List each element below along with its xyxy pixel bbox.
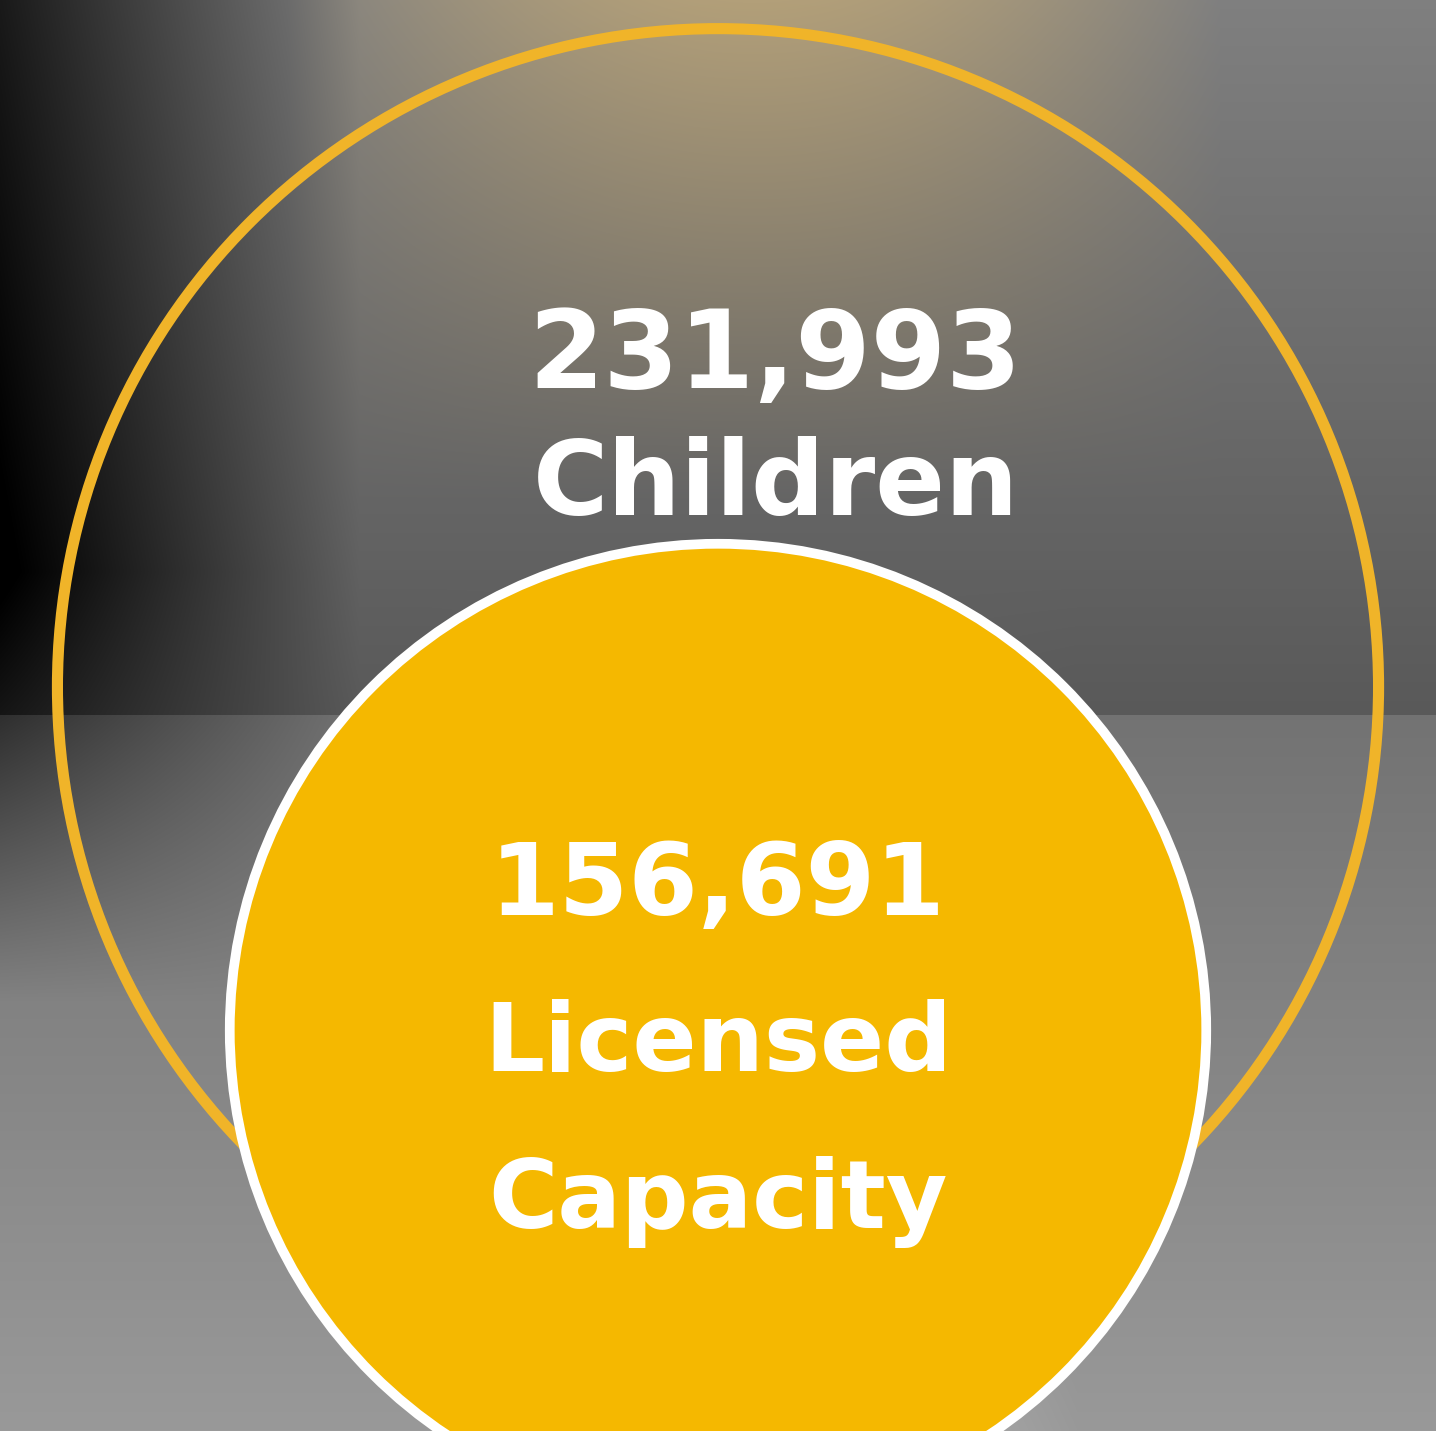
Text: Children: Children [533,436,1018,537]
Text: 231,993: 231,993 [528,305,1022,411]
Circle shape [230,544,1206,1431]
Text: 156,691: 156,691 [490,839,946,936]
Text: Licensed: Licensed [484,999,952,1090]
Text: Capacity: Capacity [488,1156,948,1248]
